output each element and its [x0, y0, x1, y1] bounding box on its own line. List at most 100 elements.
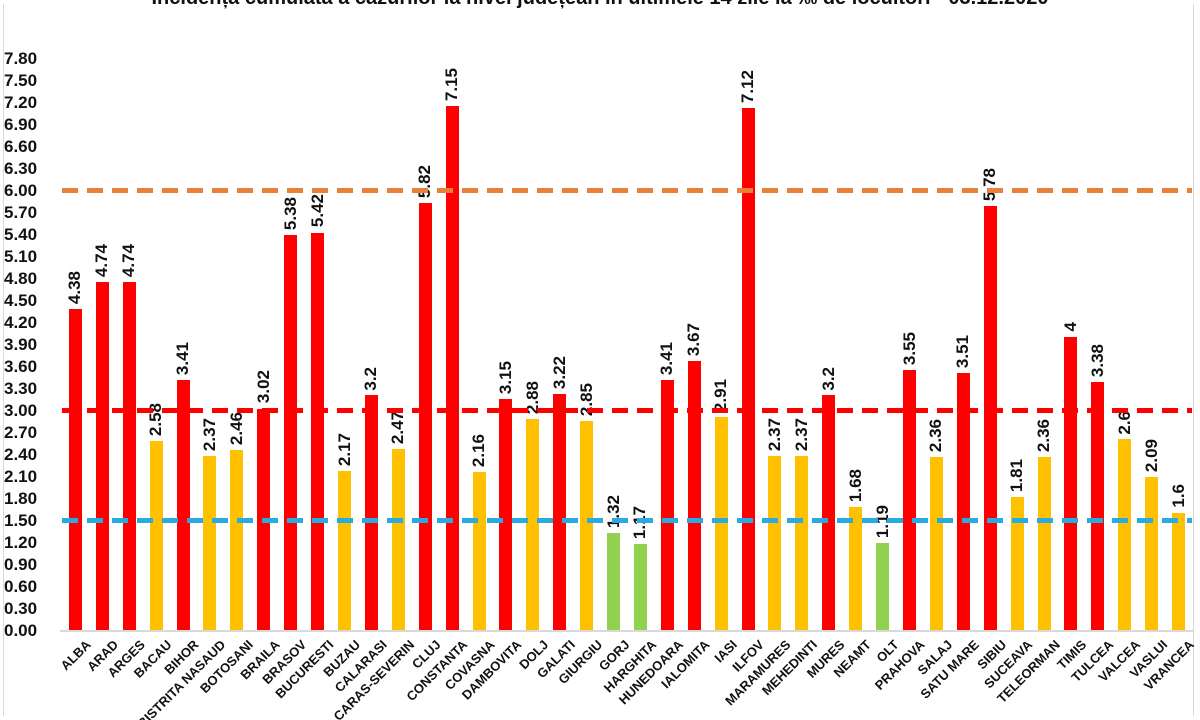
y-tick-label: 5.70: [4, 202, 38, 222]
value-label: 3.51: [953, 334, 973, 368]
y-tick-label: 6.90: [4, 114, 38, 134]
value-label: 1.6: [1168, 484, 1188, 508]
bar-neamt: [849, 506, 863, 630]
bar-cluj: [418, 203, 432, 630]
bar-maramures: [768, 456, 782, 630]
y-tick-label: 4.20: [4, 312, 38, 332]
y-tick-label: 2.10: [4, 466, 38, 486]
y-tick-label: 4.50: [4, 290, 38, 310]
value-label: 5.82: [415, 165, 435, 199]
y-tick-label: 0.60: [4, 576, 38, 596]
value-label: 3.41: [657, 341, 677, 375]
value-label: 2.37: [764, 418, 784, 452]
value-label: 2.17: [334, 432, 354, 466]
bar-bacau: [149, 440, 163, 630]
value-label: 4.74: [119, 244, 139, 278]
bar-covasna: [472, 471, 486, 630]
bar-prahova: [903, 369, 916, 630]
value-label: 3.38: [1087, 344, 1107, 378]
y-tick-label: 4.80: [4, 268, 38, 288]
y-tick-label: 0.30: [4, 598, 38, 618]
reference-line-threshold-3: [62, 407, 1192, 413]
bar-vaslui: [1145, 476, 1159, 630]
x-axis-line: [60, 630, 1193, 632]
bar-mures: [822, 395, 836, 630]
y-tick-label: 7.80: [4, 48, 38, 68]
chart-border-left: [3, 4, 4, 716]
y-tick-label: 3.30: [4, 378, 38, 398]
bar-olt: [876, 542, 890, 630]
y-tick-label: 6.30: [4, 158, 38, 178]
value-label: 3.15: [495, 360, 515, 394]
bar-iasi: [714, 416, 728, 630]
value-label: 4.38: [65, 270, 85, 304]
bar-bucuresti: [311, 232, 325, 630]
y-tick-label: 2.40: [4, 444, 38, 464]
bar-bistrita-nasaud: [203, 456, 217, 630]
value-label: 7.12: [738, 69, 758, 103]
bar-dambovita: [499, 399, 513, 630]
bar-ilfov: [741, 107, 755, 630]
chart-title: Incidența cumulată a cazurilor la nivel …: [0, 0, 1200, 10]
bar-valcea: [1118, 439, 1132, 630]
bar-ialomita: [687, 360, 701, 630]
reference-line-threshold-1-5: [62, 517, 1192, 523]
value-label: 4.74: [92, 244, 112, 278]
y-tick-label: 0.90: [4, 554, 38, 574]
y-tick-label: 6.00: [4, 180, 38, 200]
value-label: 1.68: [845, 468, 865, 502]
value-label: 3.55: [899, 331, 919, 365]
bar-bihor: [176, 379, 190, 630]
bar-constanta: [445, 105, 459, 630]
value-label: 3.41: [173, 341, 193, 375]
value-label: 1.32: [603, 495, 623, 529]
bar-caras-severin: [391, 448, 405, 630]
bar-alba: [68, 308, 82, 630]
value-label: 1.17: [630, 506, 650, 540]
value-label: 2.37: [791, 418, 811, 452]
bar-calarasi: [364, 395, 378, 630]
value-label: 3.2: [361, 366, 381, 391]
bar-teleorman: [1037, 456, 1051, 630]
value-label: 2.36: [1034, 418, 1054, 452]
y-tick-label: 1.80: [4, 488, 38, 508]
value-label: 3.2: [818, 366, 838, 391]
value-label: 5.42: [307, 194, 327, 228]
y-tick-label: 3.90: [4, 334, 38, 354]
bar-suceava: [1010, 497, 1024, 630]
y-tick-label: 7.50: [4, 70, 38, 90]
y-tick-label: 0.00: [4, 620, 38, 640]
chart-border-right: [1193, 4, 1194, 716]
bar-buzau: [338, 470, 351, 630]
value-label: 2.6: [1114, 410, 1134, 435]
bar-botosani: [230, 449, 244, 630]
bar-tulcea: [1091, 382, 1105, 630]
bar-galati: [553, 393, 567, 630]
y-tick-label: 5.10: [4, 246, 38, 266]
bar-hunedoara: [660, 379, 674, 630]
value-label: 3.22: [549, 355, 569, 389]
bar-brasov: [284, 235, 298, 630]
value-label: 5.38: [280, 197, 300, 231]
value-label: 3.67: [684, 322, 704, 356]
bar-timis: [1064, 336, 1078, 630]
value-label: 5.78: [980, 168, 1000, 202]
value-label: 1.81: [1007, 459, 1027, 493]
bar-vrancea: [1172, 512, 1186, 630]
bar-harghita: [633, 544, 647, 630]
y-tick-label: 1.20: [4, 532, 38, 552]
bar-arges: [122, 282, 136, 630]
value-label: 2.16: [469, 433, 489, 467]
reference-line-threshold-6: [62, 187, 1192, 193]
value-label: 7.15: [442, 67, 462, 101]
value-label: 2.46: [226, 411, 246, 445]
value-label: 2.47: [388, 410, 408, 444]
bar-satu-mare: [956, 372, 970, 630]
value-label: 2.36: [926, 418, 946, 452]
value-label: 2.37: [199, 418, 219, 452]
y-tick-label: 5.40: [4, 224, 38, 244]
bar-dolj: [526, 418, 540, 630]
y-tick-label: 1.50: [4, 510, 38, 530]
bar-sibiu: [983, 206, 997, 630]
